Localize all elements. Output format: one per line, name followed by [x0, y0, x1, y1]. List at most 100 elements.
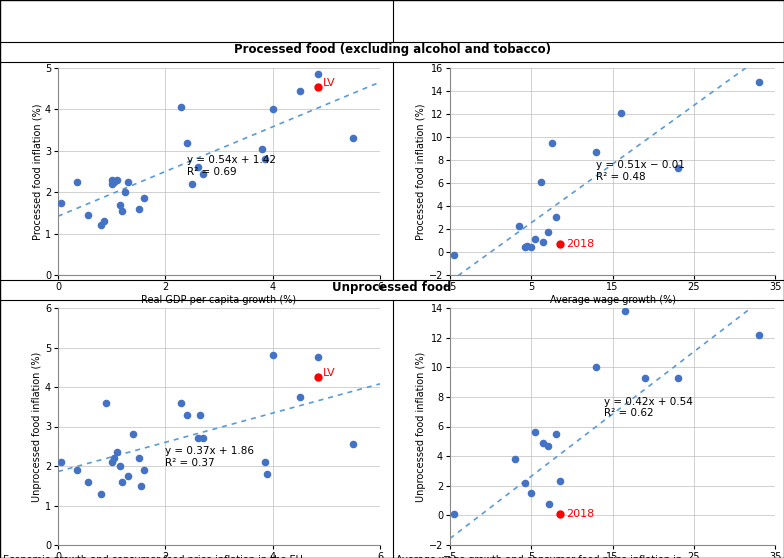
Point — [529, 235, 542, 244]
Point — [518, 243, 531, 252]
Point — [521, 242, 533, 251]
Point — [537, 439, 550, 448]
Point — [119, 187, 132, 196]
Text: LV: LV — [322, 368, 336, 378]
Point — [105, 175, 118, 184]
Point — [175, 103, 187, 112]
Point — [261, 469, 274, 478]
Point — [293, 86, 306, 95]
Point — [293, 392, 306, 401]
X-axis label: Real GDP per capita growth (%): Real GDP per capita growth (%) — [141, 295, 296, 305]
Point — [180, 410, 193, 419]
Text: Average wage growth and consumer food price inflation in
Latvia (%; by years ove: Average wage growth and consumer food pr… — [396, 555, 682, 558]
Point — [259, 155, 271, 163]
Point — [132, 204, 145, 213]
Point — [448, 509, 460, 518]
Text: y = 0.54x + 1.42
R² = 0.69: y = 0.54x + 1.42 R² = 0.69 — [187, 155, 276, 176]
Point — [543, 499, 555, 508]
Point — [100, 398, 113, 407]
Point — [347, 440, 359, 449]
Point — [180, 138, 193, 147]
Point — [518, 478, 531, 487]
Point — [95, 489, 107, 498]
Point — [114, 200, 126, 209]
Point — [135, 482, 147, 490]
Point — [546, 138, 558, 147]
Point — [259, 458, 271, 466]
Point — [267, 351, 279, 360]
X-axis label: Average wage growth (%): Average wage growth (%) — [550, 295, 676, 305]
Point — [671, 373, 684, 382]
Y-axis label: Unprocessed food inflation (%): Unprocessed food inflation (%) — [32, 352, 42, 502]
Text: 2018: 2018 — [566, 239, 594, 249]
Point — [590, 147, 603, 156]
Point — [97, 217, 110, 225]
Point — [116, 477, 129, 486]
Point — [191, 163, 204, 172]
Point — [122, 472, 134, 480]
Text: Processed food (excluding alcohol and tobacco): Processed food (excluding alcohol and to… — [234, 43, 550, 56]
Point — [509, 455, 521, 464]
Point — [535, 177, 547, 186]
Point — [71, 465, 83, 474]
Point — [122, 177, 134, 186]
Point — [127, 430, 140, 439]
Point — [753, 330, 765, 339]
Point — [108, 177, 121, 186]
Point — [82, 210, 94, 219]
Point — [138, 194, 151, 203]
Point — [671, 163, 684, 172]
Point — [639, 373, 652, 382]
Point — [525, 489, 538, 498]
Y-axis label: Processed food inflation (%): Processed food inflation (%) — [32, 103, 42, 240]
Point — [194, 410, 206, 419]
Point — [132, 454, 145, 463]
Point — [537, 237, 550, 246]
Point — [54, 198, 67, 207]
Point — [116, 206, 129, 215]
Point — [513, 221, 525, 230]
Point — [554, 509, 566, 518]
Point — [347, 134, 359, 143]
Point — [82, 477, 94, 486]
Text: Economic growth and consumer food price inflation in the EU
countries (%; annual: Economic growth and consumer food price … — [3, 555, 303, 558]
Y-axis label: Unprocessed food inflation (%): Unprocessed food inflation (%) — [416, 352, 426, 502]
Point — [256, 145, 268, 153]
Point — [111, 448, 123, 456]
Point — [114, 461, 126, 470]
Point — [541, 228, 554, 237]
Point — [312, 373, 325, 382]
Point — [525, 243, 538, 252]
Point — [267, 105, 279, 114]
Point — [191, 434, 204, 443]
Point — [197, 169, 209, 178]
Point — [197, 434, 209, 443]
Point — [105, 458, 118, 466]
Point — [590, 363, 603, 372]
Point — [186, 180, 198, 189]
Point — [753, 78, 765, 86]
Text: 2018: 2018 — [566, 509, 594, 519]
Point — [175, 398, 187, 407]
Text: LV: LV — [322, 78, 336, 88]
Text: y = 0.37x + 1.86
R² = 0.37: y = 0.37x + 1.86 R² = 0.37 — [165, 446, 254, 468]
Point — [95, 221, 107, 230]
Point — [529, 428, 542, 437]
Point — [448, 251, 460, 260]
Point — [615, 108, 627, 117]
Point — [312, 353, 325, 362]
Point — [312, 70, 325, 79]
Point — [111, 175, 123, 184]
Point — [619, 306, 631, 315]
Point — [138, 465, 151, 474]
Point — [312, 82, 325, 91]
Text: y = 0.51x − 0.01
R² = 0.48: y = 0.51x − 0.01 R² = 0.48 — [597, 160, 685, 181]
Point — [71, 177, 83, 186]
Point — [554, 477, 566, 486]
Point — [554, 239, 566, 248]
Point — [54, 458, 67, 466]
Point — [105, 180, 118, 189]
Text: y = 0.42x + 0.54
R² = 0.62: y = 0.42x + 0.54 R² = 0.62 — [604, 397, 693, 418]
Y-axis label: Processed food inflation (%): Processed food inflation (%) — [416, 103, 426, 240]
Point — [541, 441, 554, 450]
